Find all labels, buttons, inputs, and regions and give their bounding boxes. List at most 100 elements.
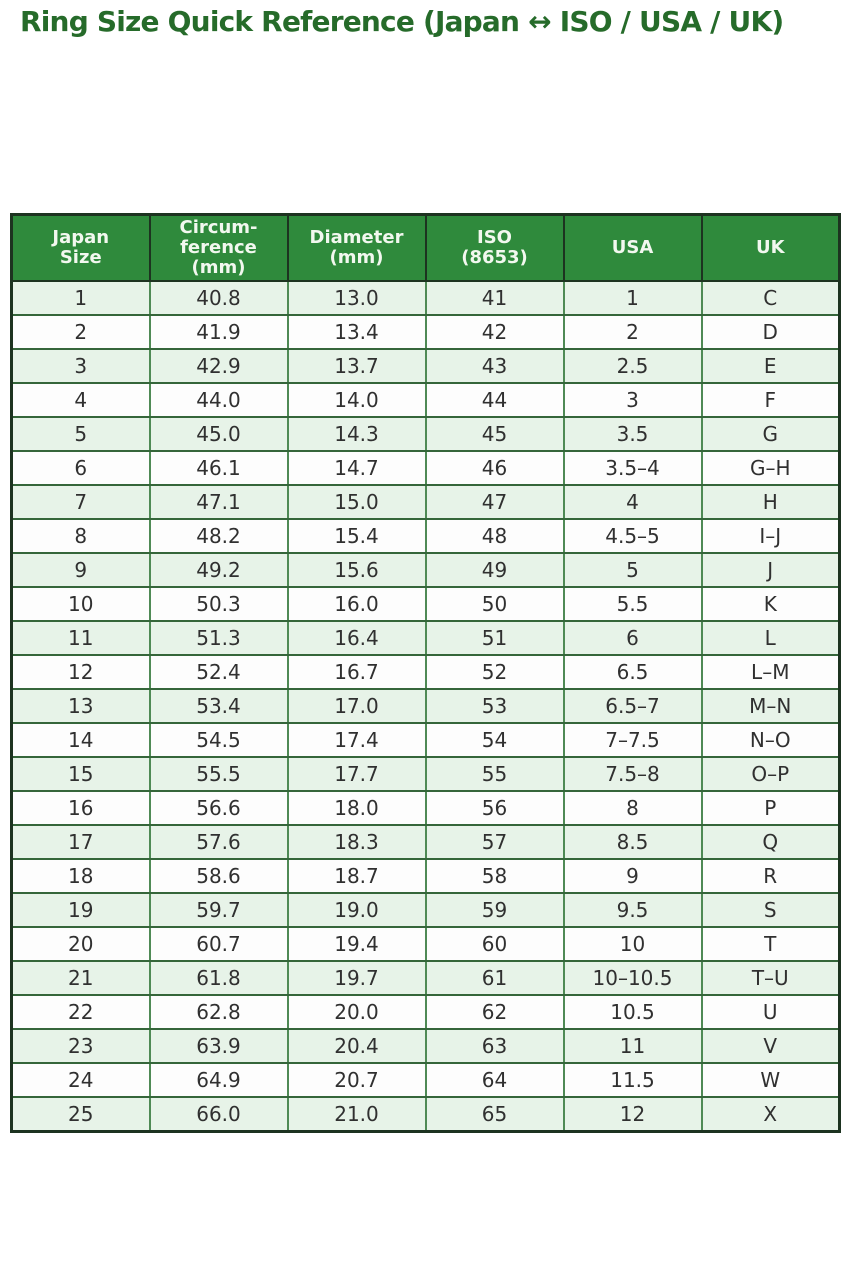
table-cell: 19.7	[286, 960, 427, 997]
table-row: 6 46.1 14.7 46 3.5–4 G–H	[10, 450, 841, 487]
table-cell: 5	[562, 552, 703, 589]
table-cell: R	[700, 858, 841, 895]
table-cell: 51	[424, 620, 565, 657]
table-cell: D	[700, 314, 841, 351]
table-cell: 57.6	[148, 824, 289, 861]
table-cell: 11	[562, 1028, 703, 1065]
table-row: 15 55.5 17.7 55 7.5–8 O–P	[10, 756, 841, 793]
table-cell: 4.5–5	[562, 518, 703, 555]
table-cell: 54	[424, 722, 565, 759]
table-cell: 12	[562, 1096, 703, 1133]
table-cell: 17.7	[286, 756, 427, 793]
table-cell: 58	[424, 858, 565, 895]
table-cell: 16.0	[286, 586, 427, 623]
table-row: 2 41.9 13.4 42 2 D	[10, 314, 841, 351]
ring-size-table: Japan Size Circum- ference (mm) Diameter…	[10, 213, 841, 1133]
table-cell: 60.7	[148, 926, 289, 963]
table-cell: 15.0	[286, 484, 427, 521]
table-cell: 47	[424, 484, 565, 521]
table-cell: 48.2	[148, 518, 289, 555]
table-row: 17 57.6 18.3 57 8.5 Q	[10, 824, 841, 861]
table-cell: 16	[10, 790, 151, 827]
table-cell: 46	[424, 450, 565, 487]
table-cell: 50.3	[148, 586, 289, 623]
table-row: 14 54.5 17.4 54 7–7.5 N–O	[10, 722, 841, 759]
table-cell: 9	[10, 552, 151, 589]
table-cell: 49	[424, 552, 565, 589]
table-cell: 22	[10, 994, 151, 1031]
table-cell: 50	[424, 586, 565, 623]
table-cell: 10	[562, 926, 703, 963]
table-row: 7 47.1 15.0 47 4 H	[10, 484, 841, 521]
table-cell: E	[700, 348, 841, 385]
table-cell: F	[700, 382, 841, 419]
table-cell: 2	[10, 314, 151, 351]
table-cell: 14.7	[286, 450, 427, 487]
table-row: 3 42.9 13.7 43 2.5 E	[10, 348, 841, 385]
table-cell: 18	[10, 858, 151, 895]
table-cell: 43	[424, 348, 565, 385]
table-cell: 52.4	[148, 654, 289, 691]
table-cell: 60	[424, 926, 565, 963]
column-header-iso: ISO (8653)	[424, 213, 565, 283]
table-cell: J	[700, 552, 841, 589]
page-title: Ring Size Quick Reference (Japan ↔ ISO /…	[20, 5, 784, 38]
table-cell: 3.5	[562, 416, 703, 453]
table-cell: 23	[10, 1028, 151, 1065]
table-row: 12 52.4 16.7 52 6.5 L–M	[10, 654, 841, 691]
table-cell: 58.6	[148, 858, 289, 895]
table-cell: 20.4	[286, 1028, 427, 1065]
table-cell: O–P	[700, 756, 841, 793]
table-cell: 53	[424, 688, 565, 725]
table-cell: C	[700, 280, 841, 317]
table-cell: 11	[10, 620, 151, 657]
table-row: 21 61.8 19.7 61 10–10.5 T–U	[10, 960, 841, 997]
table-cell: 44.0	[148, 382, 289, 419]
table-cell: 54.5	[148, 722, 289, 759]
table-cell: 25	[10, 1096, 151, 1133]
table-cell: 61.8	[148, 960, 289, 997]
table-cell: 5	[10, 416, 151, 453]
table-cell: 7–7.5	[562, 722, 703, 759]
table-cell: G–H	[700, 450, 841, 487]
column-header-diameter: Diameter (mm)	[286, 213, 427, 283]
table-cell: 41	[424, 280, 565, 317]
table-row: 9 49.2 15.6 49 5 J	[10, 552, 841, 589]
table-row: 13 53.4 17.0 53 6.5–7 M–N	[10, 688, 841, 725]
table-cell: X	[700, 1096, 841, 1133]
table-cell: 3.5–4	[562, 450, 703, 487]
table-row: 10 50.3 16.0 50 5.5 K	[10, 586, 841, 623]
table-cell: 21	[10, 960, 151, 997]
column-header-uk: UK	[700, 213, 841, 283]
table-cell: 18.0	[286, 790, 427, 827]
table-cell: 45.0	[148, 416, 289, 453]
table-cell: 14.0	[286, 382, 427, 419]
table-row: 23 63.9 20.4 63 11 V	[10, 1028, 841, 1065]
table-cell: 17	[10, 824, 151, 861]
table-cell: 63	[424, 1028, 565, 1065]
table-cell: 20.7	[286, 1062, 427, 1099]
table-row: 18 58.6 18.7 58 9 R	[10, 858, 841, 895]
table-cell: H	[700, 484, 841, 521]
table-cell: 51.3	[148, 620, 289, 657]
table-cell: 6.5	[562, 654, 703, 691]
table-cell: 56	[424, 790, 565, 827]
table-cell: I–J	[700, 518, 841, 555]
table-cell: 64	[424, 1062, 565, 1099]
table-cell: 13.4	[286, 314, 427, 351]
table-header: Japan Size Circum- ference (mm) Diameter…	[10, 213, 841, 283]
table-cell: 3	[562, 382, 703, 419]
table-row: 16 56.6 18.0 56 8 P	[10, 790, 841, 827]
column-header-usa: USA	[562, 213, 703, 283]
table-cell: 41.9	[148, 314, 289, 351]
table-row: 11 51.3 16.4 51 6 L	[10, 620, 841, 657]
table-cell: 47.1	[148, 484, 289, 521]
table-cell: 66.0	[148, 1096, 289, 1133]
table-cell: 57	[424, 824, 565, 861]
table-cell: K	[700, 586, 841, 623]
table-row: 5 45.0 14.3 45 3.5 G	[10, 416, 841, 453]
table-cell: 3	[10, 348, 151, 385]
table-cell: 8.5	[562, 824, 703, 861]
table-cell: 62.8	[148, 994, 289, 1031]
table-cell: 55	[424, 756, 565, 793]
